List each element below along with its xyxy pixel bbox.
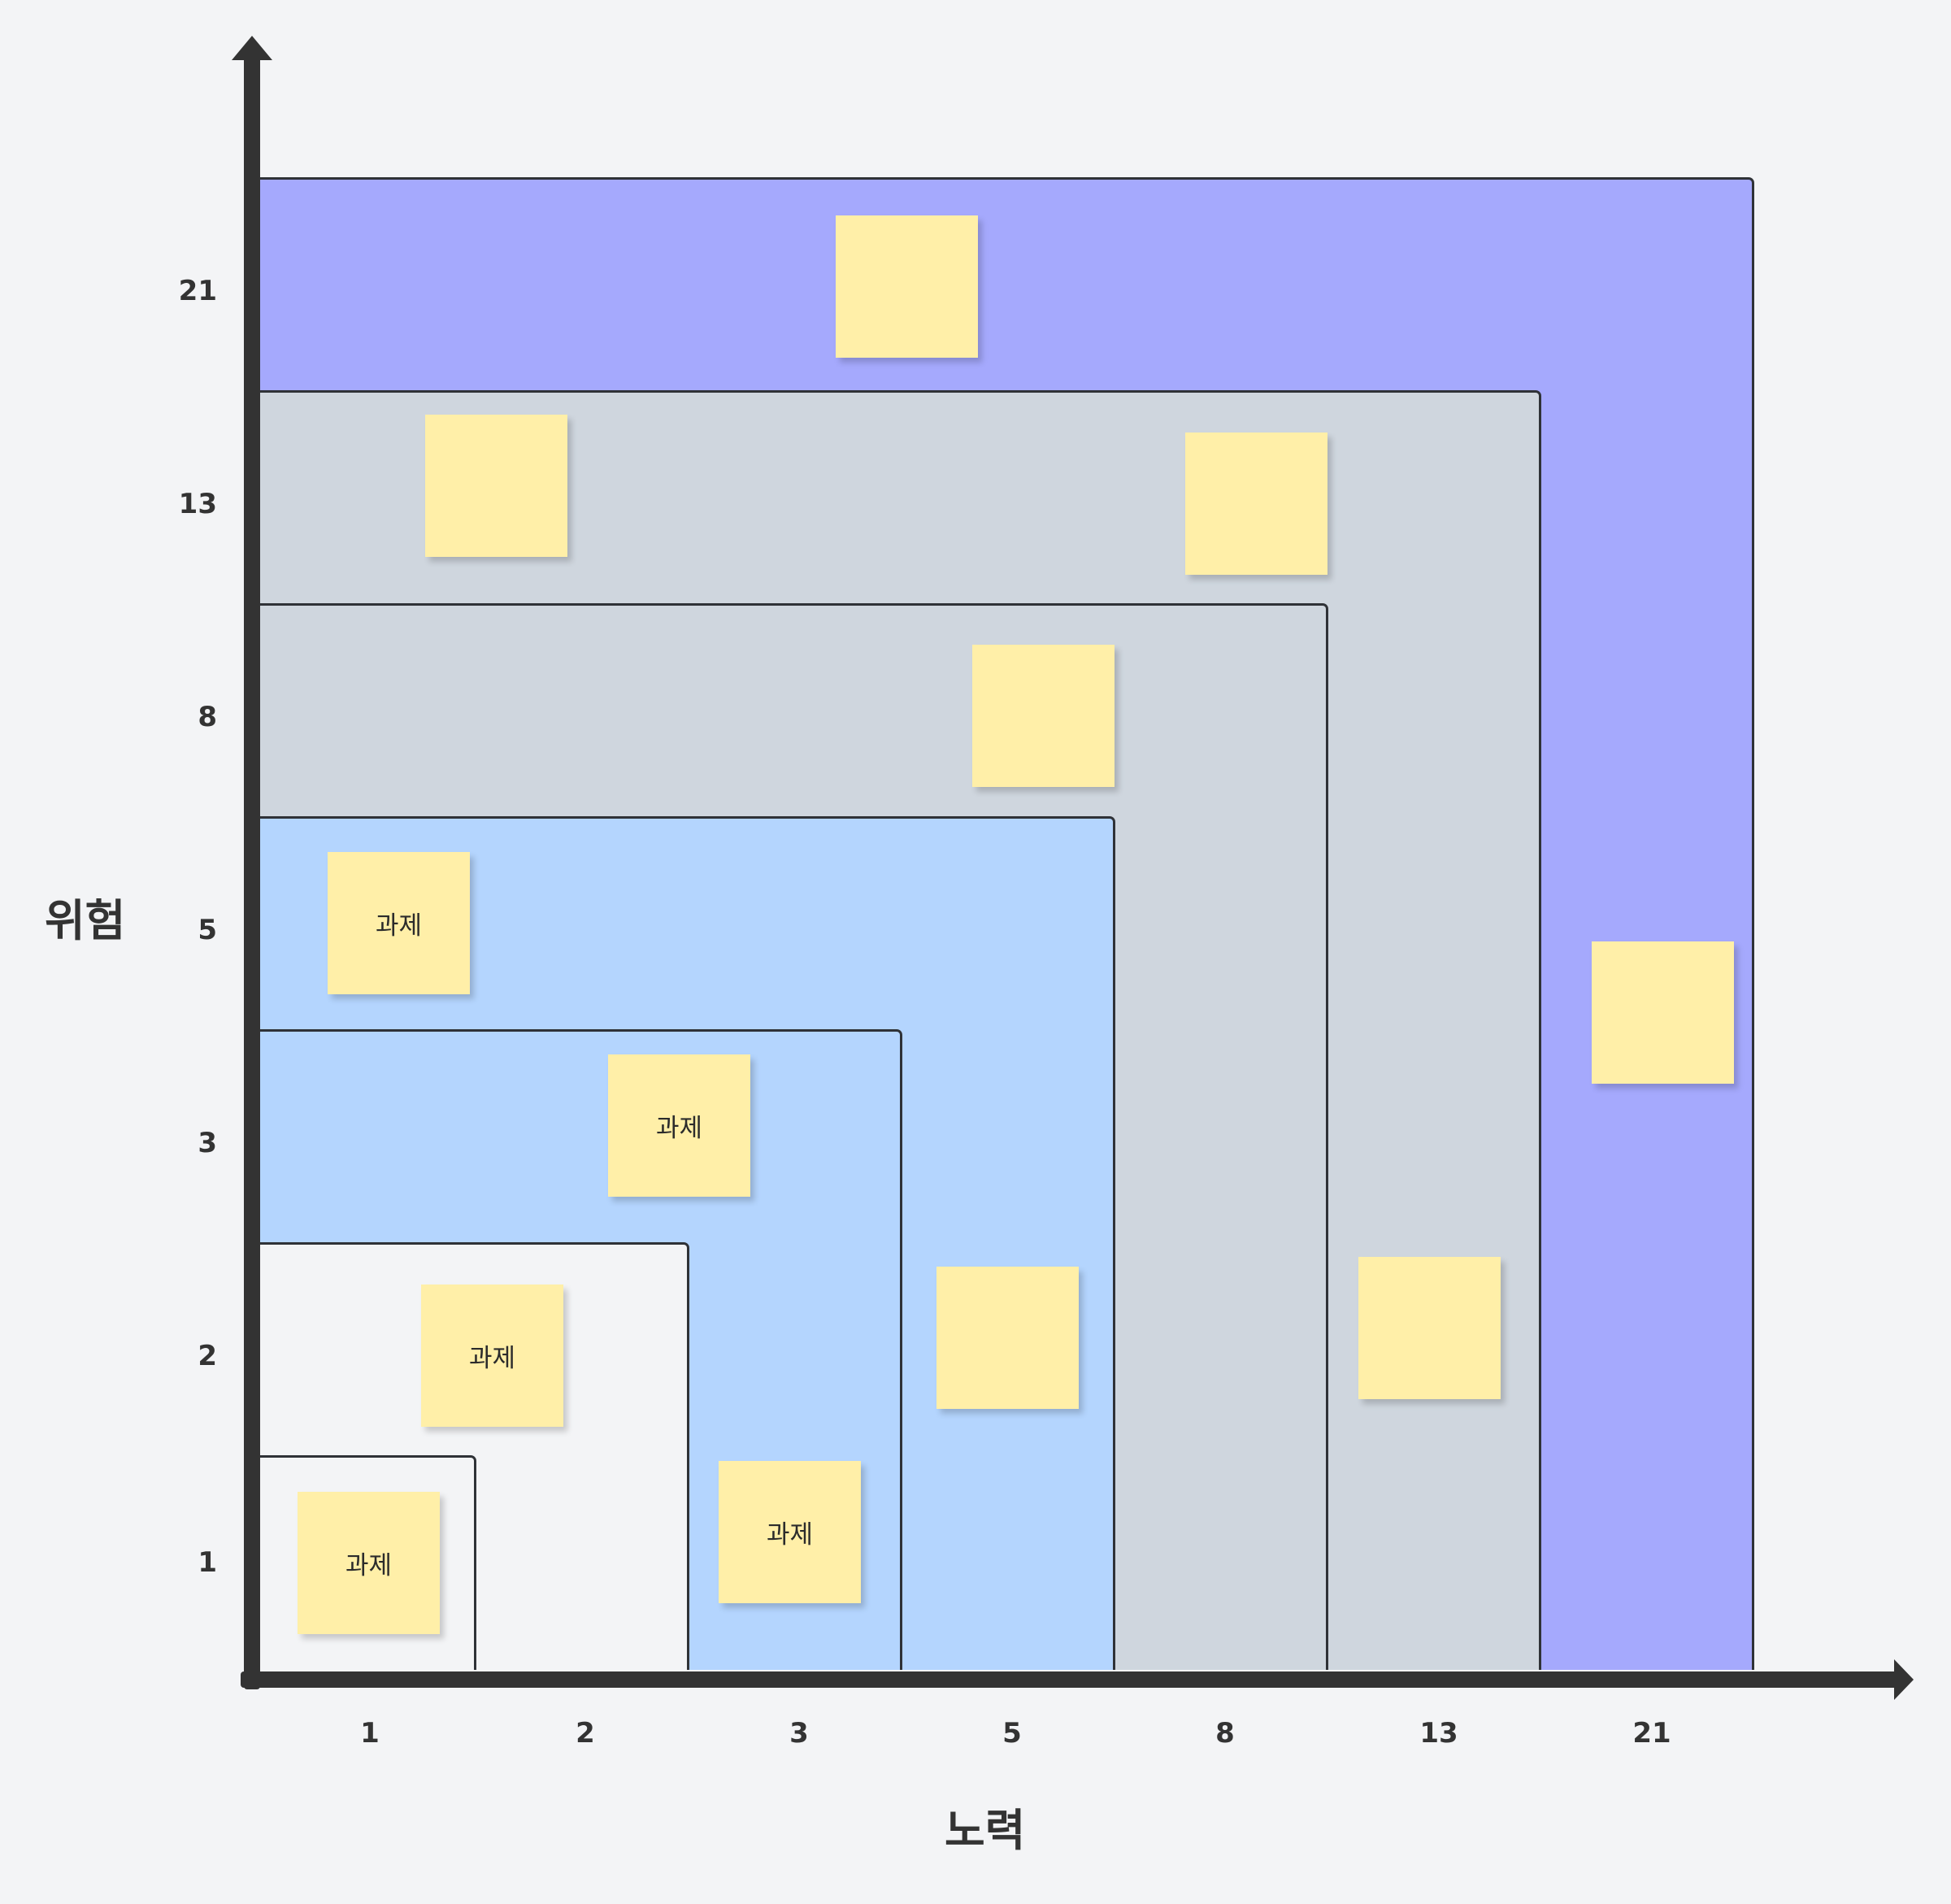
sticky-note[interactable] [836,215,978,358]
x-tick-label: 2 [576,1717,595,1750]
y-axis-arrow-icon [232,36,272,60]
sticky-note[interactable] [1592,941,1734,1084]
x-tick-label: 3 [789,1717,809,1750]
sticky-note[interactable]: 과제 [421,1285,563,1427]
x-tick-label: 8 [1215,1717,1235,1750]
sticky-note[interactable] [972,645,1115,787]
y-tick-label: 13 [178,488,217,520]
x-tick-label: 21 [1632,1717,1671,1750]
sticky-note[interactable]: 과제 [719,1461,861,1603]
sticky-note[interactable]: 과제 [608,1054,750,1197]
sticky-note[interactable] [1185,433,1327,575]
y-tick-label: 2 [198,1340,217,1372]
x-axis-arrow-icon [1894,1659,1914,1700]
x-tick-label: 1 [360,1717,380,1750]
sticky-note[interactable] [936,1267,1079,1409]
y-tick-label: 1 [198,1546,217,1579]
y-tick-label: 8 [198,701,217,733]
y-tick-label: 3 [198,1127,217,1159]
sticky-note[interactable]: 과제 [328,852,470,994]
y-axis-title: 위험 [45,895,126,946]
y-axis-line [244,50,260,1689]
x-axis-line [241,1671,1901,1688]
sticky-note[interactable] [1358,1257,1501,1399]
x-tick-label: 13 [1419,1717,1458,1750]
sticky-note[interactable] [425,415,567,557]
y-tick-label: 21 [178,275,217,307]
sticky-note[interactable]: 과제 [298,1492,440,1634]
x-tick-label: 5 [1002,1717,1022,1750]
x-axis-title: 노력 [945,1805,1026,1856]
y-tick-label: 5 [198,914,217,946]
